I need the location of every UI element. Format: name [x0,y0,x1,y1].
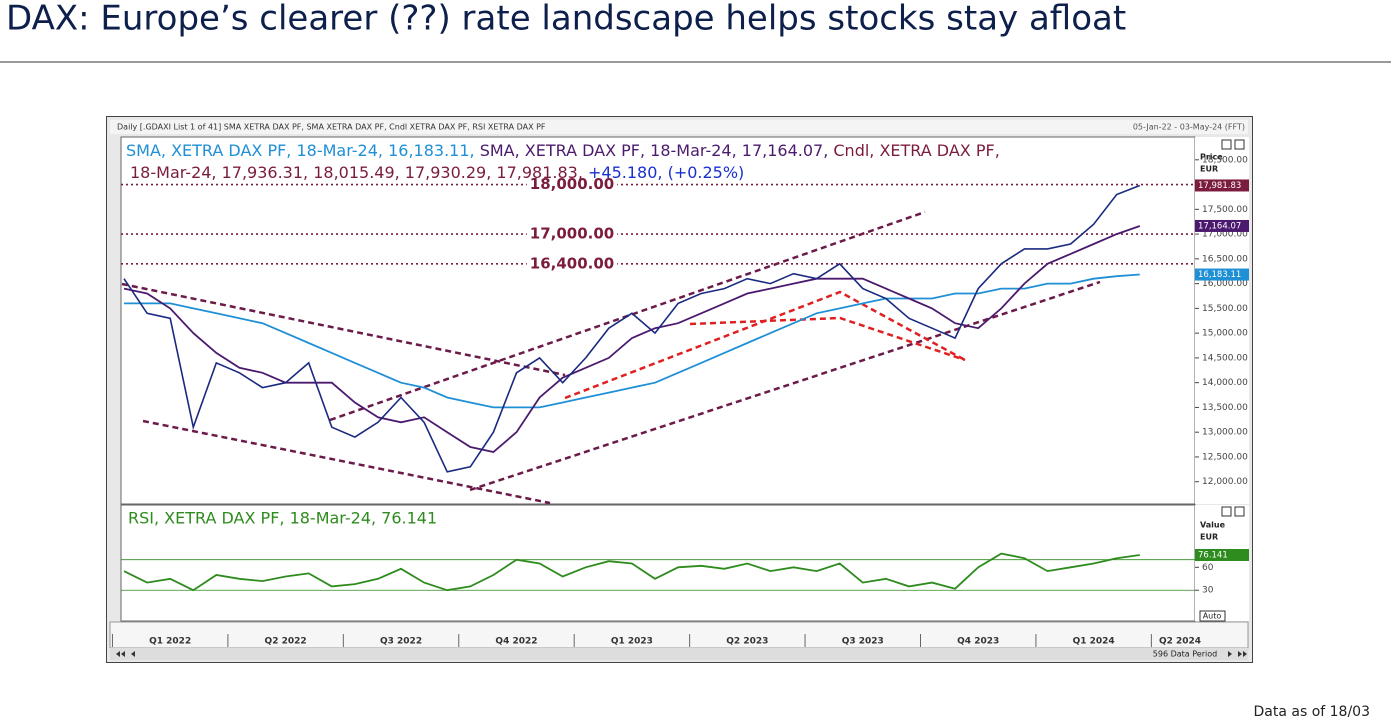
slide-title: DAX: Europe’s clearer (??) rate landscap… [6,0,1126,39]
y-tick-label: 15,500.00 [1202,304,1248,314]
header-bar [110,120,1248,134]
legend-entry: RSI, XETRA DAX PF, 18-Mar-24, 76.141 [128,509,437,528]
value-tag-label: 17,981.83 [1198,181,1241,191]
pattern-line [564,290,966,400]
legend: SMA, XETRA DAX PF, 18-Mar-24, 16,183.11,… [126,141,1000,160]
y-tick-label: 60 [1202,563,1214,573]
y-tick-label: 18,500.00 [1202,155,1248,165]
scale-button[interactable] [1199,610,1226,622]
x-tick-label: Q4 2022 [495,637,537,647]
y-tick-label: 14,000.00 [1202,378,1248,388]
y-tick-label: 14,500.00 [1202,353,1248,363]
x-tick-label: Q2 2022 [265,637,307,647]
scale-button-label[interactable]: Auto [1203,612,1222,621]
reference-label: 18,000.00 [530,175,614,193]
plot-layer: 12,000.00 12,500.00 13,000.00 13,500.00 14,0… [111,155,1249,647]
legend-entry: SMA, XETRA DAX PF, 18-Mar-24, 16,183.11, [126,141,475,160]
trendline [469,280,1101,492]
chart-header: Daily [.GDAXI List 1 of 41] SMA XETRA DA… [117,123,546,132]
reference-label: 16,400.00 [530,254,614,272]
rsi-pane [120,504,1196,622]
y-tick-label: 13,500.00 [1202,403,1248,413]
x-tick-label: Q3 2023 [842,637,884,647]
y-tick-label: 12,000.00 [1202,477,1248,487]
value-tag-label: 76.141 [1198,550,1228,560]
y-label: Value [1200,521,1226,530]
y-unit: EUR [1200,533,1218,542]
pane-button[interactable] [1234,139,1245,150]
date-range: 05-Jan-22 - 03-May-24 (FFT) [1133,123,1245,132]
pane-button[interactable] [1234,506,1245,517]
value-tag-label: 16,183.11 [1198,270,1241,280]
pane-button[interactable] [1221,139,1232,150]
ohlc-label: 18-Mar-24, 17,936.31, 18,015.49, 17,930.… [130,163,583,182]
x-tick-label: Q1 2023 [611,637,653,647]
x-tick-label: Q1 2024 [1073,637,1115,647]
x-tick-label: Q1 2022 [149,637,191,647]
x-tick-label: Q2 2024 [1159,637,1201,647]
value-tag-label: 17,164.07 [1198,221,1241,231]
price-pane [120,136,1196,505]
value-tag [1195,548,1249,561]
series-line [124,273,1140,409]
reference-label-bg [526,175,618,194]
y-tick-label: 17,000.00 [1202,230,1248,240]
footnote: Data as of 18/03 [1254,704,1371,717]
value-tag [1195,268,1249,281]
trendline [121,282,566,377]
x-tick-label: Q3 2022 [380,637,422,647]
price-axis-pane [1195,137,1249,504]
rsi-axis-pane [1195,505,1249,621]
change-label: +45.180, (+0.25%) [588,163,744,182]
reference-label-bg [526,254,618,273]
x-tick-label: Q2 2023 [726,637,768,647]
pane-button[interactable] [1221,506,1232,517]
x-tick-label: Q4 2023 [957,637,999,647]
y-tick-label: 12,500.00 [1202,452,1248,462]
series-line [123,184,1141,473]
scrollbar[interactable] [110,648,1248,660]
reference-label-bg [526,225,618,244]
y-tick-label: 16,500.00 [1202,254,1248,264]
y-tick-label: 15,000.00 [1202,329,1248,339]
y-tick-label: 30 [1202,586,1214,596]
series-line [123,552,1140,592]
y-tick-label: 17,500.00 [1202,205,1248,215]
y-unit: EUR [1200,165,1218,174]
pattern-line [689,316,966,362]
series-line [123,225,1141,453]
data-period: 596 Data Period [1153,650,1217,659]
trendline [142,419,551,505]
reference-label: 17,000.00 [530,225,614,243]
value-tag [1195,179,1249,192]
y-tick-label: 16,000.00 [1202,279,1248,289]
legend-entry: Cndl, XETRA DAX PF, [833,141,999,160]
legend-detail: 18-Mar-24, 17,936.31, 18,015.49, 17,930.… [130,163,744,182]
value-tag [1195,219,1249,232]
y-label: Price [1200,153,1223,162]
y-tick-label: 13,000.00 [1202,428,1248,438]
legend-entry: SMA, XETRA DAX PF, 18-Mar-24, 17,164.07, [480,141,829,160]
